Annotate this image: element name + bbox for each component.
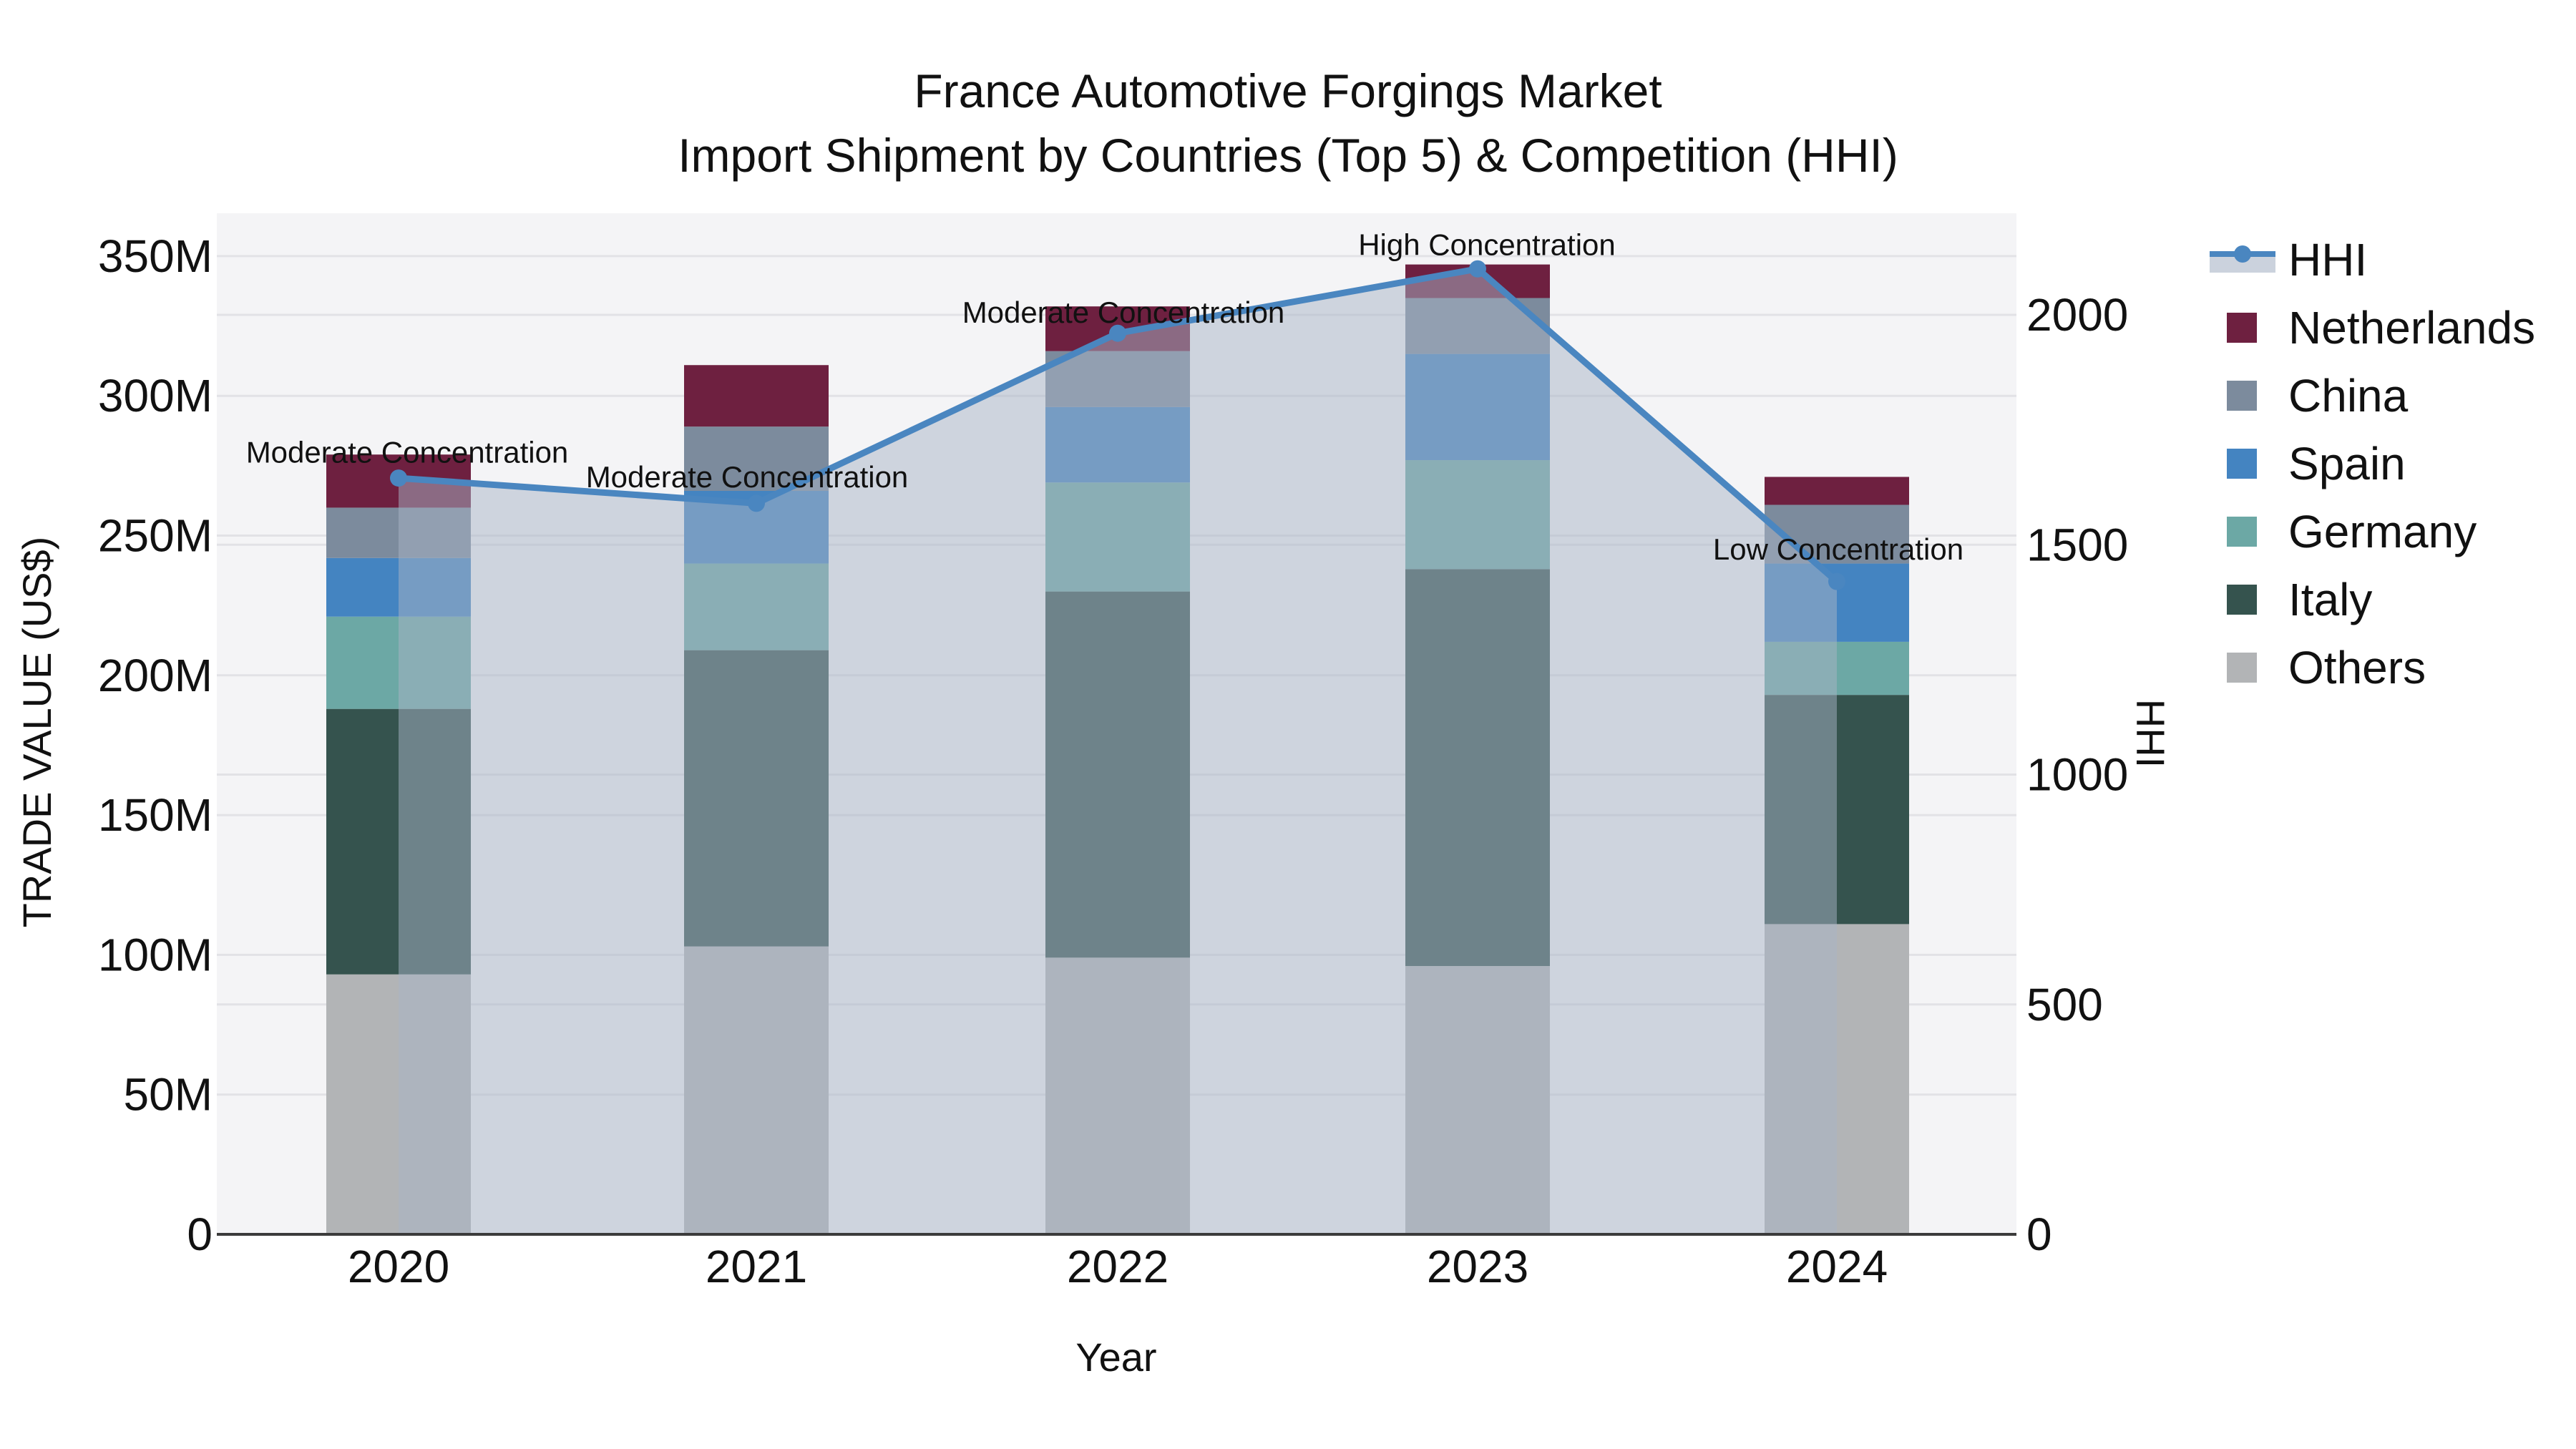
y-right-tick-1000: 1000 bbox=[2026, 749, 2128, 801]
y-left-tick-350M: 350M bbox=[98, 230, 213, 282]
chart-title-line2: Import Shipment by Countries (Top 5) & C… bbox=[678, 129, 1898, 182]
y-left-tick-100M: 100M bbox=[98, 929, 213, 980]
x-tick-2021: 2021 bbox=[706, 1241, 807, 1292]
chart-title-line1: France Automotive Forgings Market bbox=[914, 64, 1662, 117]
legend-label-hhi: HHI bbox=[2288, 234, 2368, 286]
annotation-2021: Moderate Concentration bbox=[586, 460, 909, 494]
bar-segment-2024-netherlands bbox=[1765, 477, 1909, 505]
y-right-tick-1500: 1500 bbox=[2026, 519, 2128, 570]
x-axis-title: Year bbox=[1075, 1335, 1157, 1380]
annotation-2024: Low Concentration bbox=[1713, 532, 1963, 566]
hhi-marker-2021 bbox=[748, 494, 765, 512]
legend-item-netherlands: Netherlands bbox=[2208, 299, 2535, 356]
legend-item-spain: Spain bbox=[2208, 435, 2406, 492]
hhi-marker-2020 bbox=[390, 469, 407, 487]
hhi-marker-2024 bbox=[1828, 572, 1845, 590]
legend-swatch-italy bbox=[2227, 585, 2257, 615]
annotation-2023: High Concentration bbox=[1358, 228, 1616, 261]
legend-swatch-china bbox=[2227, 381, 2257, 411]
annotation-2020: Moderate Concentration bbox=[246, 436, 569, 469]
legend-swatch-germany bbox=[2227, 517, 2257, 547]
legend-label-netherlands: Netherlands bbox=[2288, 302, 2536, 353]
y-right-tick-2000: 2000 bbox=[2026, 289, 2128, 341]
x-tick-2023: 2023 bbox=[1427, 1241, 1528, 1292]
legend-item-china: China bbox=[2208, 367, 2408, 424]
legend-swatch-spain bbox=[2227, 449, 2257, 479]
bar-segment-2021-netherlands bbox=[684, 365, 829, 427]
legend-label-spain: Spain bbox=[2288, 438, 2406, 489]
legend-label-others: Others bbox=[2288, 642, 2426, 693]
y-left-tick-250M: 250M bbox=[98, 510, 213, 562]
x-tick-2024: 2024 bbox=[1786, 1241, 1888, 1292]
y-axis-right-title: HHI bbox=[2128, 698, 2173, 769]
hhi-marker-2022 bbox=[1109, 324, 1126, 342]
y-axis-left-title: TRADE VALUE (US$) bbox=[14, 536, 59, 928]
legend-label-china: China bbox=[2288, 370, 2409, 421]
annotation-2022: Moderate Concentration bbox=[962, 296, 1285, 329]
y-left-tick-50M: 50M bbox=[124, 1069, 213, 1121]
legend-item-others: Others bbox=[2208, 639, 2426, 696]
y-left-tick-200M: 200M bbox=[98, 650, 213, 701]
legend-label-italy: Italy bbox=[2288, 574, 2373, 625]
legend-swatch-others bbox=[2227, 653, 2257, 683]
hhi-marker-2023 bbox=[1469, 260, 1486, 278]
legend-item-germany: Germany bbox=[2208, 503, 2477, 560]
hhi-line-icon bbox=[2210, 245, 2275, 273]
legend-item-italy: Italy bbox=[2208, 571, 2372, 628]
legend-item-hhi: HHI bbox=[2208, 231, 2367, 288]
x-tick-2020: 2020 bbox=[348, 1241, 449, 1292]
y-left-tick-150M: 150M bbox=[98, 789, 213, 841]
y-left-tick-0: 0 bbox=[187, 1209, 213, 1260]
legend-label-germany: Germany bbox=[2288, 506, 2477, 557]
y-left-tick-300M: 300M bbox=[98, 370, 213, 421]
y-right-tick-0: 0 bbox=[2026, 1209, 2052, 1260]
y-right-tick-500: 500 bbox=[2026, 979, 2103, 1030]
legend-swatch-netherlands bbox=[2227, 313, 2257, 343]
x-tick-2022: 2022 bbox=[1067, 1241, 1169, 1292]
